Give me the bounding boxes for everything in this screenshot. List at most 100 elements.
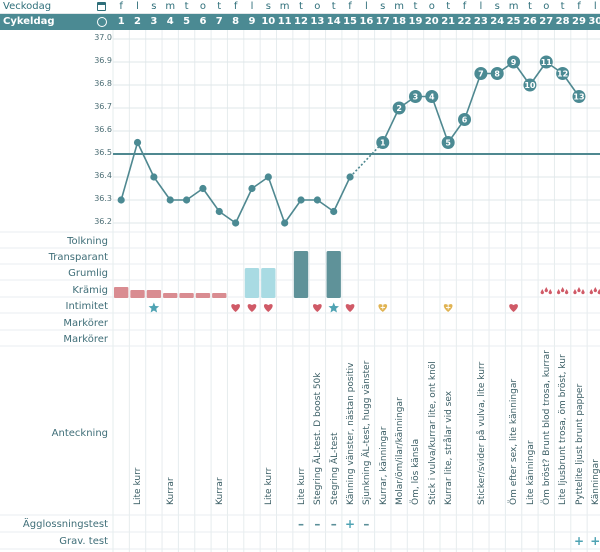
cycleday-cell[interactable]: 24 [490, 16, 505, 27]
cycleday-cell[interactable]: 25 [506, 16, 521, 27]
temp-point-label: 10 [524, 81, 536, 90]
note-text: Stick i vulva/kurrar lite, ont knöl [427, 361, 438, 505]
cycleday-cell[interactable]: 6 [199, 16, 207, 27]
mucus-kramig-bar [146, 290, 162, 298]
cycleday-cell[interactable]: 2 [134, 16, 141, 27]
temp-point-label: 12 [557, 70, 568, 79]
cycleday-cell[interactable]: 20 [424, 16, 439, 27]
star-icon [328, 302, 339, 313]
ovulation-test-result[interactable]: – [330, 517, 337, 531]
note-cell[interactable]: Öm bröst? Brunt blod trosa, kurrar [538, 345, 554, 515]
cycleday-cell[interactable]: 26 [522, 16, 537, 27]
note-cell[interactable]: Sticker/svider på vulva, lite kurr [473, 345, 489, 515]
temp-line-segment [234, 188, 253, 224]
temp-point [248, 184, 256, 193]
temp-line-segment [284, 199, 302, 224]
row-label-grumlig: Grumlig [68, 268, 108, 279]
note-cell[interactable]: Känning vänster, nästan positiv [342, 345, 358, 515]
cycleday-cell[interactable]: 11 [277, 16, 292, 27]
note-cell[interactable]: Lite kurr [260, 345, 276, 515]
cycleday-cell[interactable]: 30 [588, 16, 600, 27]
calendar-icon[interactable] [97, 2, 106, 11]
cycleday-cell[interactable]: 17 [375, 16, 390, 27]
note-cell[interactable]: Sjunkning ÄL-test, hugg vänster [358, 345, 374, 515]
pregnancy-test-result[interactable]: + [573, 534, 584, 548]
temp-point-label: 3 [413, 93, 419, 102]
pregnancy-test-result[interactable]: + [590, 534, 600, 548]
cycleday-cell[interactable]: 16 [359, 16, 374, 27]
cycleday-cell[interactable]: 3 [150, 16, 158, 27]
note-cell[interactable]: Kurrar, känningar [375, 345, 391, 515]
note-cell[interactable]: Kurrar lite, strålar vid sex [440, 345, 456, 515]
note-cell[interactable]: Känningar [587, 345, 600, 515]
cycleday-cell[interactable]: 15 [343, 16, 358, 27]
weekday-cell: o [199, 1, 206, 12]
cycleday-cell[interactable]: 9 [248, 16, 256, 27]
y-tick-label: 36.9 [94, 56, 112, 65]
note-cell[interactable]: Pyttelite ljust brunt papper [571, 345, 587, 515]
note-text: Kurrar, känningar [378, 426, 389, 505]
cycleday-cell[interactable]: 1 [117, 16, 125, 27]
note-cell[interactable]: Stegring ÄL-test. D boost 50k [309, 345, 325, 515]
cycleday-cell[interactable]: 10 [261, 16, 276, 27]
note-cell[interactable]: Kurrar [211, 345, 227, 515]
cycleday-cell[interactable]: 28 [555, 16, 570, 27]
cycleday-cell[interactable]: 7 [215, 16, 223, 27]
weekday-cell: t [299, 1, 303, 12]
y-tick-label: 37.0 [94, 33, 112, 42]
cycleday-cell[interactable]: 21 [441, 16, 456, 27]
y-tick-label: 36.3 [94, 194, 112, 203]
row-label-kramig: Krämig [72, 285, 108, 296]
weekday-cell: l [365, 1, 368, 12]
spotting-drop-icon [540, 289, 544, 295]
note-text: Öm efter sex, lite känningar [509, 378, 520, 505]
note-text: Lite kurr [296, 467, 307, 505]
temp-point [264, 173, 272, 181]
note-cell[interactable]: Stick i vulva/kurrar lite, ont knöl [424, 345, 440, 515]
note-cell[interactable]: Lite ljusbrunt trosa, öm bröst, kur [554, 345, 570, 515]
note-cell[interactable]: Öm, lös känsla [407, 345, 423, 515]
cycleday-cell[interactable]: 14 [326, 16, 341, 27]
row-label-gravtest: Grav. test [59, 536, 108, 547]
ovulation-test-result[interactable]: – [314, 517, 321, 531]
heart-plus-glyph: + [380, 304, 386, 312]
note-text: Kurrar lite, strålar vid sex [444, 390, 454, 505]
cycleday-cell[interactable]: 19 [408, 16, 423, 27]
temp-point-label: 2 [396, 104, 402, 113]
weekday-cell: f [119, 1, 123, 12]
circle-icon[interactable] [97, 17, 107, 27]
cycleday-cell[interactable]: 22 [457, 16, 472, 27]
cycleday-cell[interactable]: 8 [232, 16, 240, 27]
cycleday-cell[interactable]: 12 [294, 16, 308, 27]
cycleday-cell[interactable]: 5 [183, 16, 191, 27]
note-cell[interactable]: Kurrar [162, 345, 178, 515]
ovulation-test-result[interactable]: + [345, 517, 356, 531]
note-cell[interactable]: Öm efter sex, lite känningar [505, 345, 521, 515]
cycleday-cell[interactable]: 4 [166, 16, 174, 27]
ovulation-test-result[interactable]: – [363, 517, 370, 531]
temp-point [232, 219, 240, 227]
row-label-intimitet: Intimitet [65, 301, 109, 312]
cycleday-cell[interactable]: 29 [572, 16, 586, 27]
weekday-label: Veckodag [3, 1, 52, 12]
temp-line-segment [333, 176, 351, 212]
temp-point [215, 207, 223, 216]
note-cell[interactable]: Lite kurr [129, 345, 145, 515]
note-cell[interactable]: Molar/öm/ilar/känningar [391, 345, 407, 515]
cycleday-cell[interactable]: 23 [473, 16, 488, 27]
cycleday-cell[interactable]: 27 [539, 16, 554, 27]
temp-line-segment [431, 96, 449, 143]
cycleday-cell[interactable]: 18 [392, 16, 407, 27]
note-cell[interactable]: Lite känningar [522, 345, 538, 515]
temp-point-high [523, 78, 537, 92]
cycleday-cell[interactable]: 13 [310, 16, 325, 27]
mucus-kramig-bar [179, 293, 194, 298]
note-text: Öm bröst? Brunt blod trosa, kurrar [542, 350, 553, 505]
note-cell[interactable]: Stegring ÄL-test [326, 345, 342, 515]
temp-point-high [507, 55, 521, 69]
temp-point-high [474, 67, 488, 80]
note-cell[interactable]: Lite kurr [293, 345, 309, 515]
ovulation-test-result[interactable]: – [298, 517, 305, 531]
temp-point [166, 196, 174, 204]
